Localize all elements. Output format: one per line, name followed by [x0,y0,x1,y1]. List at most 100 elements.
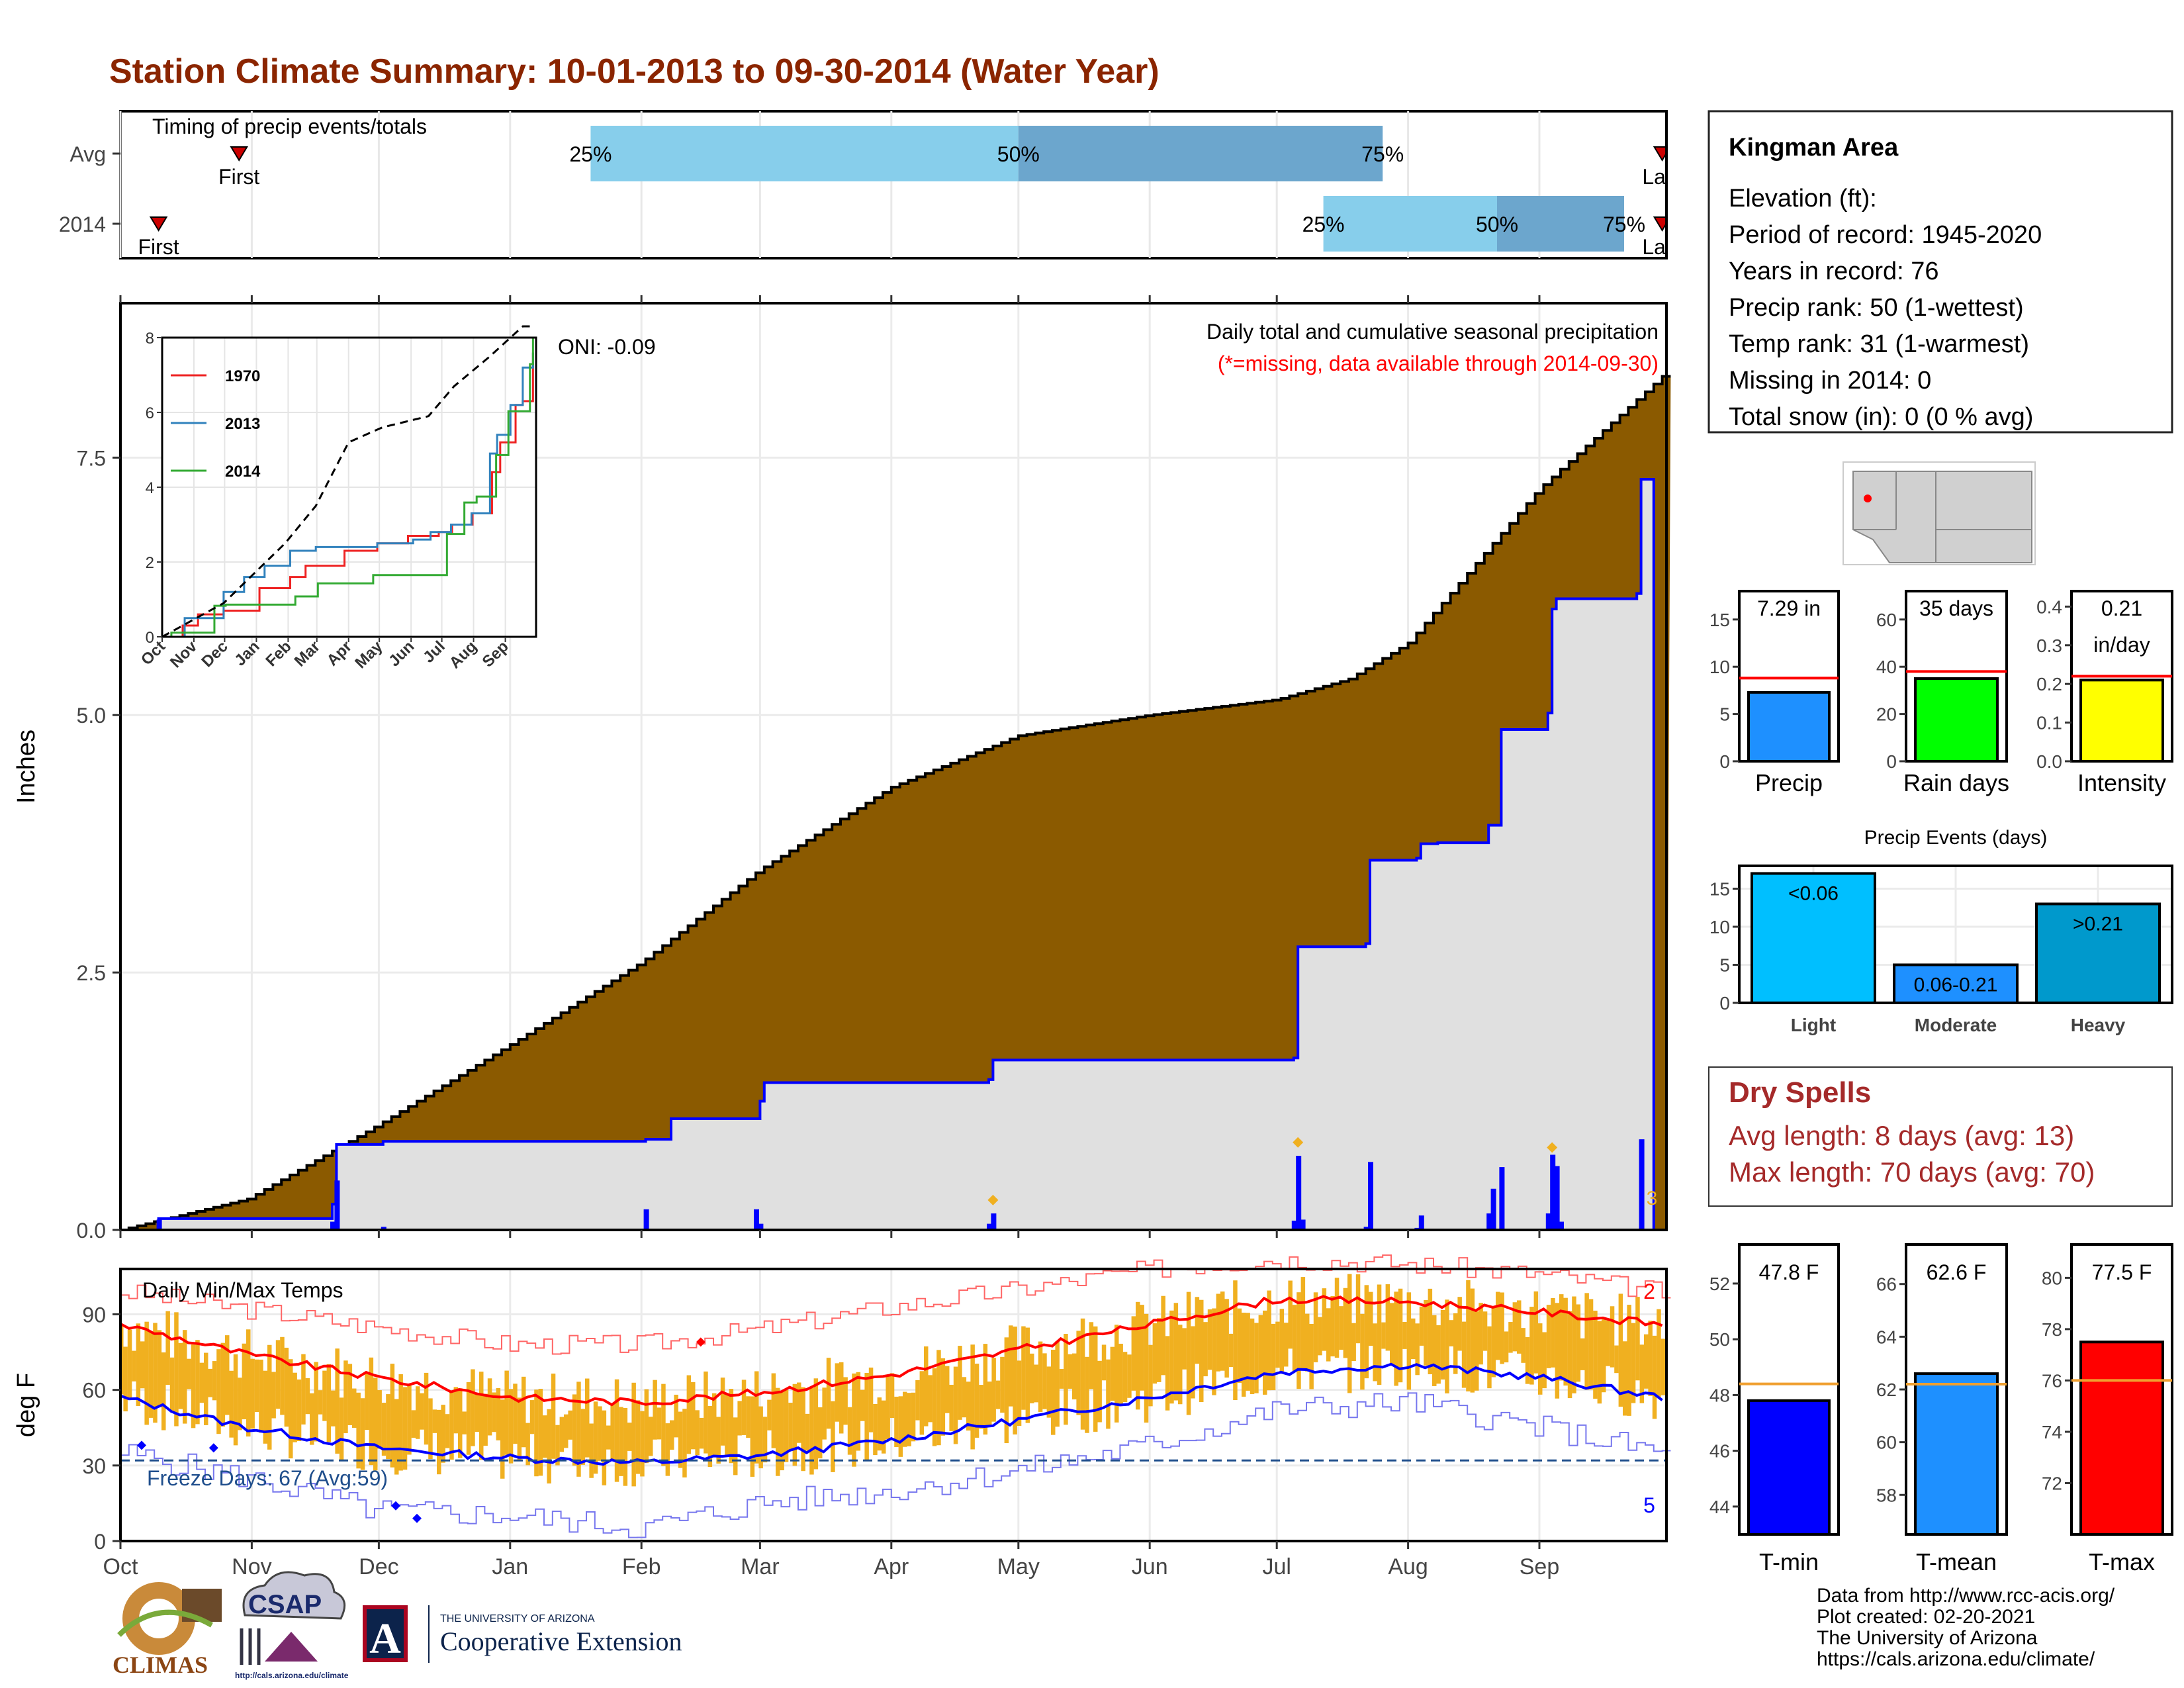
daily-temp-bar [1398,1288,1403,1383]
daily-precip-bar [1418,1215,1424,1230]
daily-temp-bar [1546,1305,1551,1368]
daily-temp-bar [183,1330,187,1424]
daily-temp-bar [1533,1291,1539,1374]
mini-bar-label: Rain days [1903,769,2009,796]
daily-temp-bar [1051,1349,1056,1435]
record-low-marker [412,1513,422,1523]
timing-q50-label: 50% [997,142,1040,166]
mini-bar-value [1747,690,1831,763]
daily-temp-bar [293,1372,297,1442]
station-name: Kingman Area [1729,134,1899,162]
precip-corner-note: 3 [1647,1188,1658,1209]
daily-temp-bar [1228,1333,1234,1368]
daily-temp-bar [1055,1341,1060,1427]
daily-temp-bar [1559,1294,1564,1381]
daily-precip-bar [1639,1139,1645,1230]
inset-ytick-label: 8 [146,330,154,348]
daily-temp-bar [1173,1303,1179,1401]
daily-temp-bar [661,1383,666,1466]
daily-temp-bar [267,1344,272,1450]
inset-ytick-label: 2 [146,554,154,572]
daily-temp-bar [877,1397,882,1451]
daily-temp-bar [788,1402,793,1451]
daily-temp-bar [343,1360,348,1434]
daily-temp-bar [568,1410,572,1440]
daily-temp-bar [670,1420,674,1450]
mini-bar-ytick-label: 0.4 [2036,596,2062,617]
daily-temp-bar [1300,1277,1306,1370]
csap-logo-url: http://cals.arizona.edu/climate [235,1671,349,1680]
daily-temp-bar [1419,1306,1424,1346]
temp-bar-value [1747,1399,1831,1536]
daily-temp-bar [1292,1305,1297,1372]
avg-max-line [120,1295,1663,1407]
daily-temp-bar [301,1354,306,1425]
daily-temp-bar [411,1410,416,1438]
daily-temp-bar [445,1414,450,1448]
timing-q50-label: 50% [1476,212,1518,236]
daily-temp-bar [602,1410,607,1485]
mini-bar-ytick-label: 0 [1719,751,1730,772]
ua-logo-big: Cooperative Extension [440,1626,682,1656]
daily-temp-bar [360,1398,365,1470]
daily-temp-bar [649,1417,653,1456]
record-high-marker [696,1337,705,1347]
daily-temp-bar [191,1344,196,1429]
info-line: Period of record: 1945-2020 [1729,221,2042,249]
mini-bar-ytick-label: 15 [1709,610,1730,630]
daily-temp-bar [352,1388,357,1428]
daily-temp-bar [915,1380,920,1421]
daily-temp-bar [894,1396,899,1447]
daily-precip-bar [1486,1213,1492,1230]
daily-temp-bar [1203,1322,1208,1377]
daily-temp-bar [682,1409,687,1477]
daily-temp-bar [1606,1320,1610,1366]
daily-temp-bar [1089,1322,1094,1389]
daily-temp-bar [1068,1354,1073,1389]
precip-ytick-label: 2.5 [77,961,106,985]
precip-ytick-label: 5.0 [77,704,106,727]
daily-temp-bar [347,1364,353,1425]
daily-temp-bar [559,1417,565,1452]
daily-temp-bar [513,1383,518,1444]
daily-precip-bar [1554,1166,1560,1230]
daily-temp-bar [1432,1315,1437,1386]
daily-temp-bar [458,1388,463,1458]
daily-temp-bar [665,1423,670,1476]
record-low-marker [391,1501,400,1511]
daily-temp-bar [835,1363,840,1422]
inset-legend-label: 2013 [225,415,260,433]
daily-temp-bar [1309,1323,1314,1389]
daily-temp-bar [1424,1299,1428,1366]
events-bar-inner: >0.21 [2073,914,2123,935]
daily-temp-bar [1152,1323,1158,1384]
events-ytick-label: 5 [1719,955,1730,976]
inset-series-line [162,338,534,638]
daily-temp-bar [1470,1288,1475,1393]
mini-bar-ytick-label: 10 [1709,657,1730,677]
daily-temp-bar [271,1372,276,1419]
daily-temp-bar [750,1396,755,1477]
mini-bar-ytick-label: 0.1 [2036,713,2062,733]
daily-temp-bar [148,1331,154,1418]
precip-frame [119,302,1668,1231]
daily-temp-bar [381,1403,387,1456]
daily-temp-bar [1207,1309,1212,1370]
events-bar-label: Moderate [1915,1015,1997,1035]
daily-temp-bar [801,1387,805,1472]
temp-xtick-label: Feb [622,1554,661,1579]
inset-ytick-label: 0 [146,629,154,647]
temp-bar-ytick-label: 64 [1876,1327,1897,1347]
timing-q25-label: 25% [569,142,612,166]
temp-bar-ytick-label: 48 [1709,1385,1730,1405]
daily-temp-bar [1390,1303,1394,1364]
daily-temp-bar [831,1401,835,1472]
daily-temp-bar [169,1357,175,1413]
daily-precip-bar [754,1209,759,1230]
daily-temp-bar [818,1407,823,1459]
daily-temp-bar [1588,1299,1594,1390]
daily-temp-bar [517,1397,522,1462]
daily-temp-bar [1461,1321,1467,1388]
daily-temp-bar [216,1349,221,1434]
inset-series-line [162,352,534,638]
